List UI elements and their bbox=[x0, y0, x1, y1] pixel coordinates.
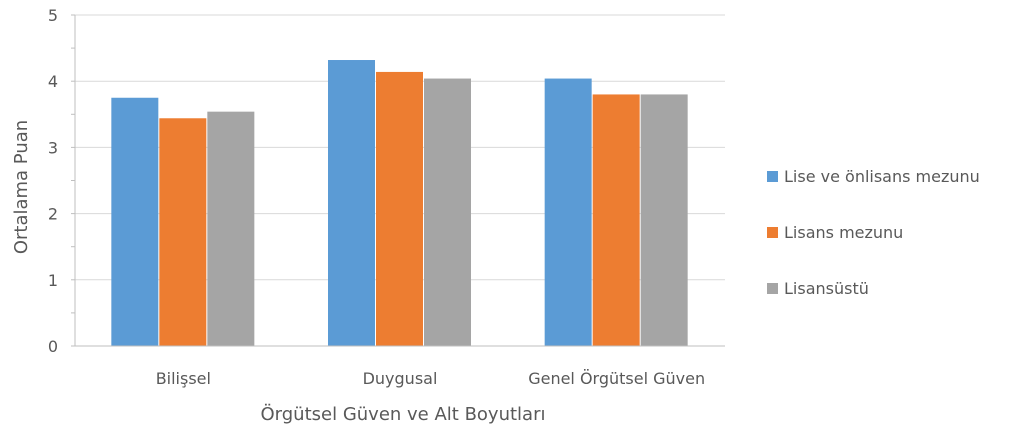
y-tick-labels: 0 1 2 3 4 5 bbox=[48, 6, 58, 356]
bar-0-1 bbox=[159, 118, 207, 346]
y-tick-label: 5 bbox=[48, 6, 58, 25]
bar-1-2 bbox=[424, 78, 471, 346]
legend: Lise ve önlisans mezunu Lisans mezunu Li… bbox=[767, 166, 980, 334]
y-tick-label: 1 bbox=[48, 271, 58, 290]
y-tick-label: 0 bbox=[48, 337, 58, 356]
bar-2-2 bbox=[640, 94, 688, 346]
x-axis-title: Örgütsel Güven ve Alt Boyutları bbox=[261, 403, 546, 425]
y-tick-label: 3 bbox=[48, 138, 58, 157]
bar-2-0 bbox=[544, 78, 592, 346]
legend-label-lisans: Lisans mezunu bbox=[784, 222, 904, 242]
legend-item-lisans: Lisans mezunu bbox=[767, 222, 980, 242]
legend-item-lisansustu: Lisansüstü bbox=[767, 278, 980, 298]
bar-1-0 bbox=[328, 60, 375, 347]
x-tick-label: Genel Örgütsel Güven bbox=[528, 369, 705, 388]
bars bbox=[111, 60, 688, 347]
legend-swatch-lisansustu bbox=[767, 282, 778, 294]
bar-0-0 bbox=[111, 97, 159, 346]
bar-0-2 bbox=[207, 111, 255, 346]
x-tick-label: Duygusal bbox=[363, 369, 438, 388]
legend-swatch-lisans bbox=[767, 226, 778, 238]
bar-1-1 bbox=[376, 71, 423, 346]
y-axis-title: Ortalama Puan bbox=[11, 120, 32, 254]
y-tick-label: 2 bbox=[48, 205, 58, 224]
axes bbox=[71, 14, 725, 347]
y-tick-label: 4 bbox=[48, 72, 58, 91]
legend-label-lise: Lise ve önlisans mezunu bbox=[784, 166, 980, 186]
legend-label-lisansustu: Lisansüstü bbox=[784, 278, 869, 298]
bar-2-1 bbox=[592, 94, 640, 346]
x-tick-label: Bilişsel bbox=[156, 369, 211, 388]
x-tick-labels: Bilişsel Duygusal Genel Örgütsel Güven bbox=[156, 369, 705, 388]
legend-swatch-lise bbox=[767, 170, 778, 182]
legend-item-lise: Lise ve önlisans mezunu bbox=[767, 166, 980, 186]
